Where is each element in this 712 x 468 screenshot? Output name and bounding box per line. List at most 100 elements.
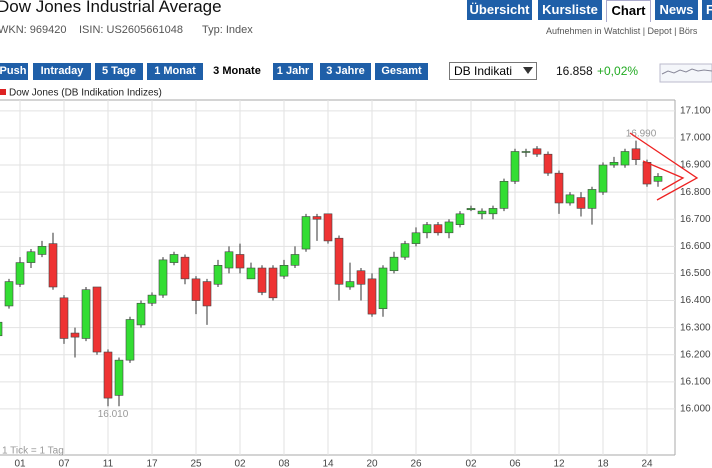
candle-body xyxy=(642,162,652,185)
y-tick-label: 16.600 xyxy=(680,241,711,252)
y-tick-label: 16.800 xyxy=(680,187,711,198)
candle-body xyxy=(202,281,212,307)
plot: 16.000 16.100 16.200 16.300 16.400 16.500 16.6… xyxy=(0,100,711,468)
x-tick-label: 02 xyxy=(465,459,477,468)
page-title: Dow Jones Industrial Average xyxy=(0,0,222,16)
candle-body xyxy=(257,267,267,293)
candle-body xyxy=(378,267,388,309)
candle-body xyxy=(279,265,289,277)
y-tick-label: 16.200 xyxy=(680,349,711,360)
range-button[interactable]: 5 Tage xyxy=(95,63,143,80)
candle-body xyxy=(37,246,47,255)
tab[interactable]: F xyxy=(702,0,712,20)
extreme-label: 16.990 xyxy=(626,128,657,139)
candle-body xyxy=(334,237,344,285)
range-button[interactable]: Intraday xyxy=(33,63,91,80)
trend-drawing xyxy=(642,160,685,191)
x-tick-label: 08 xyxy=(278,459,290,468)
candle-body xyxy=(532,148,542,155)
candle-body xyxy=(191,278,201,301)
isin: ISIN: US2605661048 xyxy=(79,24,183,36)
candle-body xyxy=(356,270,366,285)
trend-drawing xyxy=(629,132,699,201)
candle-body xyxy=(389,256,399,272)
x-tick-label: 12 xyxy=(553,459,565,468)
x-tick-label: 17 xyxy=(146,459,158,468)
x-tick-label: 24 xyxy=(641,459,653,468)
tab[interactable]: Kursliste xyxy=(538,0,602,20)
candle-body xyxy=(543,153,553,174)
x-tick-label: 06 xyxy=(509,459,521,468)
candle-body xyxy=(631,148,641,160)
candle-body xyxy=(400,243,410,258)
y-tick-label: 17.100 xyxy=(680,105,711,116)
candle-body xyxy=(0,321,3,337)
extreme-label: 16.010 xyxy=(98,409,129,420)
tab[interactable]: Übersicht xyxy=(467,0,532,20)
candle-body xyxy=(323,213,333,242)
candle-body xyxy=(147,294,157,304)
candle-body xyxy=(235,254,245,269)
tab[interactable]: Chart xyxy=(606,0,651,22)
legend-label: Dow Jones (DB Indikation Indizes) xyxy=(9,88,162,99)
links[interactable]: Aufnehmen in Watchlist | Depot | Börs xyxy=(546,26,698,36)
thumbnail-line xyxy=(661,68,712,75)
candle-body xyxy=(433,224,443,234)
candle-body xyxy=(301,216,311,250)
candle-body xyxy=(565,194,575,204)
candle-body xyxy=(488,208,498,215)
range-button[interactable]: 1 Monat xyxy=(147,63,203,80)
candle-body xyxy=(92,286,102,353)
candle-body xyxy=(521,151,531,153)
candle-body xyxy=(367,278,377,315)
x-tick-label: 26 xyxy=(410,459,422,468)
range-button[interactable]: 3 Jahre xyxy=(320,63,371,80)
candle-body xyxy=(48,243,58,288)
candle-body xyxy=(246,267,256,280)
candle-body xyxy=(169,254,179,263)
candle-body xyxy=(510,151,520,182)
candle-body xyxy=(598,164,608,193)
range-button[interactable]: 1 Jahr xyxy=(273,63,313,80)
tab[interactable]: News xyxy=(655,0,698,20)
candle-body xyxy=(70,332,80,338)
source-select[interactable]: DB Indikati xyxy=(449,62,537,80)
candle-body xyxy=(345,281,355,288)
candle-body xyxy=(554,172,564,204)
y-tick-label: 16.500 xyxy=(680,268,711,279)
range-button[interactable]: 3 Monate xyxy=(207,63,267,80)
x-tick-label: 18 xyxy=(597,459,609,468)
candle-body xyxy=(587,189,597,209)
x-tick-label: 01 xyxy=(14,459,26,468)
x-tick-label: 02 xyxy=(234,459,246,468)
x-tick-label: 07 xyxy=(58,459,70,468)
x-tick-label: 11 xyxy=(103,459,114,468)
candle-body xyxy=(26,251,36,263)
change: +0,02% xyxy=(597,64,639,78)
candle-body xyxy=(312,216,322,220)
candle-body xyxy=(411,232,421,244)
candle-body xyxy=(15,262,25,285)
thumbnail[interactable] xyxy=(659,63,712,83)
range-button[interactable]: Gesamt xyxy=(375,63,428,80)
x-tick-label: 25 xyxy=(190,459,202,468)
candle-body xyxy=(81,289,91,339)
candle-body xyxy=(125,319,135,361)
y-tick-label: 16.700 xyxy=(680,214,711,225)
y-tick-label: 16.900 xyxy=(680,160,711,171)
candle-body xyxy=(103,351,113,399)
y-tick-label: 16.000 xyxy=(680,404,711,415)
y-tick-label: 16.300 xyxy=(680,322,711,333)
candle-body xyxy=(620,151,630,166)
price: 16.858 xyxy=(556,64,593,78)
range-button[interactable]: Push xyxy=(0,63,28,80)
y-tick-label: 17.000 xyxy=(680,133,711,144)
candle-body xyxy=(268,267,278,299)
candle-body xyxy=(444,221,454,234)
candle-body xyxy=(466,208,476,211)
candle-body xyxy=(180,256,190,280)
legend-swatch xyxy=(0,89,6,95)
candle-body xyxy=(136,302,146,326)
candle-body xyxy=(609,162,619,166)
